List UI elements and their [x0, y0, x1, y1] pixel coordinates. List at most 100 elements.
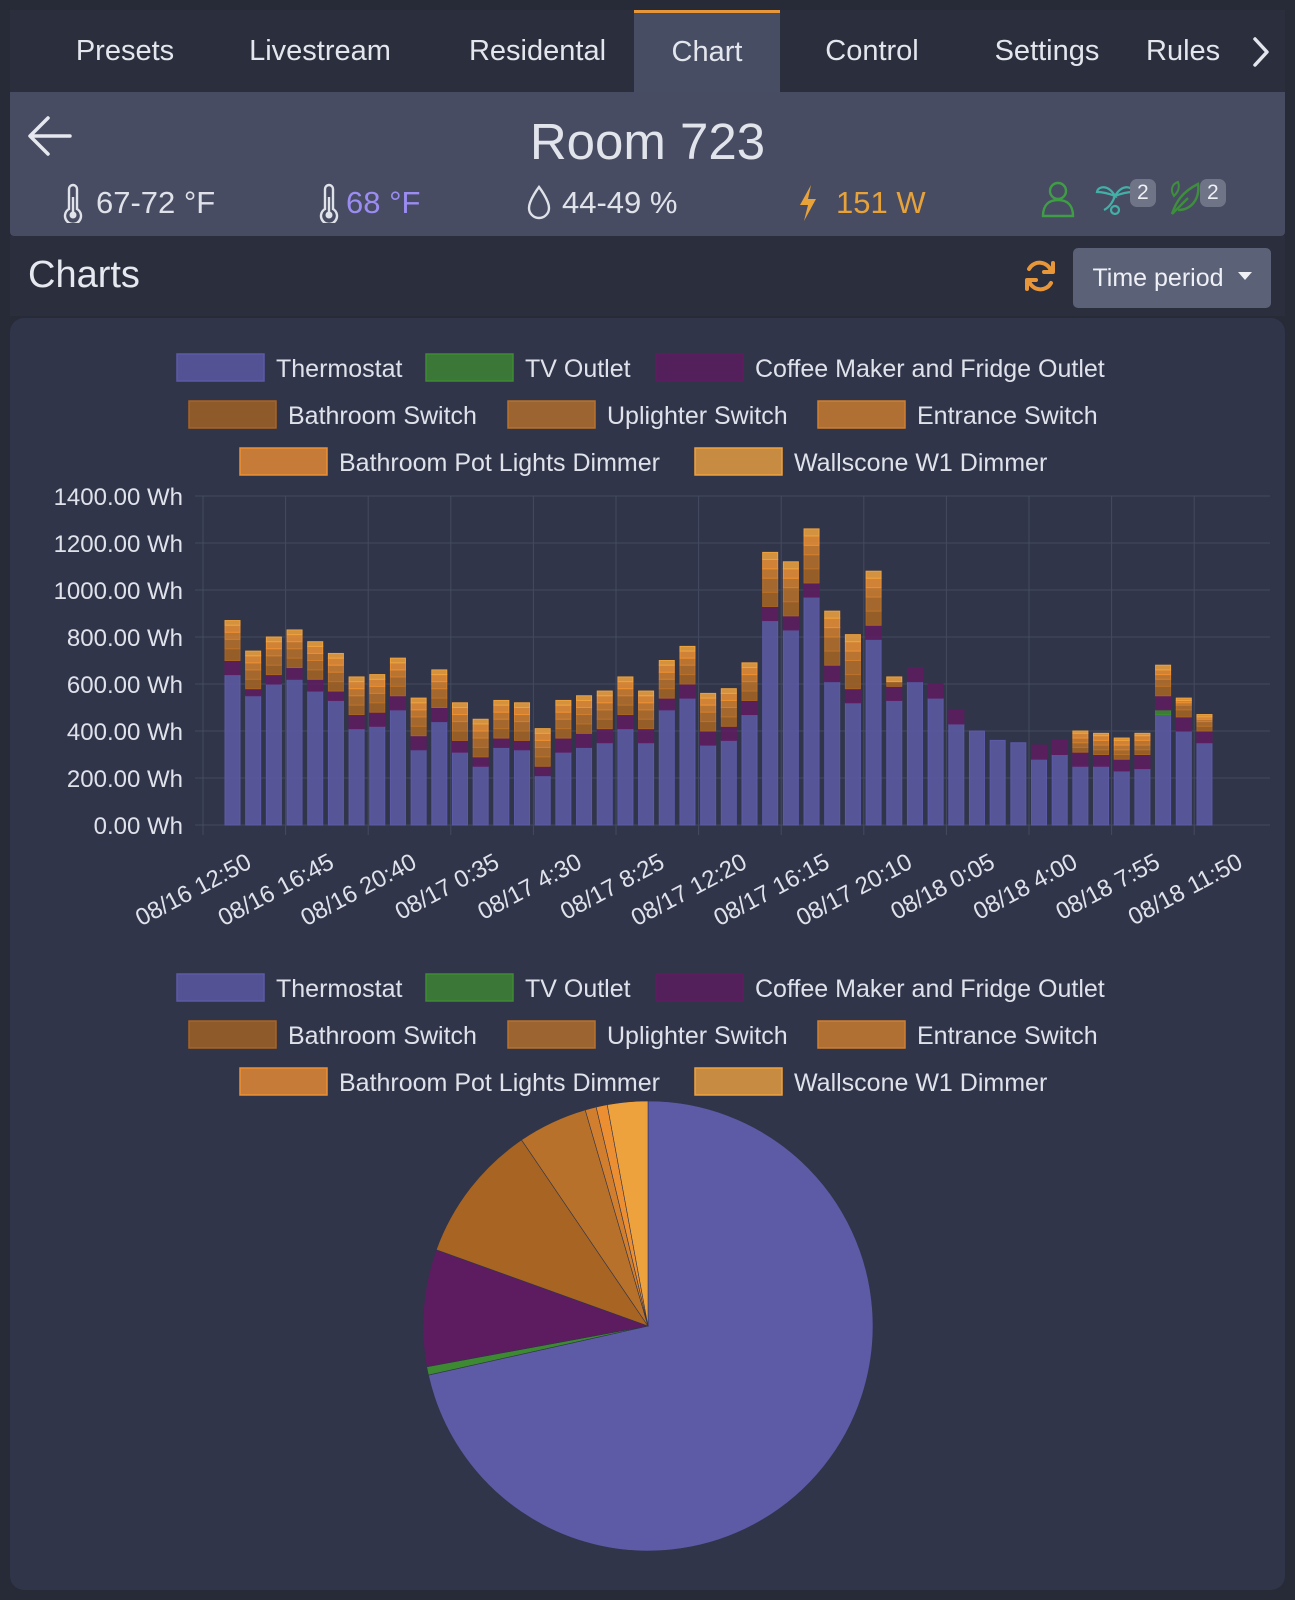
bar-segment[interactable]	[576, 714, 593, 725]
bar-segment[interactable]	[493, 711, 510, 720]
bar-segment[interactable]	[307, 669, 324, 680]
refresh-button[interactable]	[1020, 256, 1060, 296]
bar-segment[interactable]	[576, 695, 593, 701]
bar-segment[interactable]	[679, 674, 696, 685]
tab-control[interactable]: Control	[825, 35, 919, 67]
bar-segment[interactable]	[514, 749, 531, 826]
pie-legend-item[interactable]: Thermostat	[176, 973, 402, 1003]
bar-segment[interactable]	[927, 697, 944, 826]
bar-legend-item[interactable]: Entrance Switch	[817, 400, 1098, 430]
bar-segment[interactable]	[265, 683, 282, 826]
bar-segment[interactable]	[224, 620, 241, 626]
bar-segment[interactable]	[1072, 730, 1089, 734]
pie-slice[interactable]	[428, 1100, 874, 1552]
bar-segment[interactable]	[782, 601, 799, 617]
bar-segment[interactable]	[824, 617, 841, 629]
bar-segment[interactable]	[824, 610, 841, 619]
bar-segment[interactable]	[824, 681, 841, 826]
bar-segment[interactable]	[658, 660, 675, 666]
bar-segment[interactable]	[638, 690, 655, 697]
bar-segment[interactable]	[1155, 674, 1172, 680]
bar-segment[interactable]	[514, 707, 531, 716]
bar-segment[interactable]	[348, 688, 365, 697]
bar-segment[interactable]	[762, 620, 779, 826]
bar-segment[interactable]	[700, 711, 717, 723]
bar-segment[interactable]	[493, 704, 510, 713]
bar-segment[interactable]	[534, 775, 551, 826]
bar-segment[interactable]	[410, 735, 427, 751]
bar-segment[interactable]	[1134, 768, 1151, 826]
pie-legend-item[interactable]: Coffee Maker and Fridge Outlet	[655, 973, 1105, 1003]
bar-segment[interactable]	[844, 650, 861, 662]
bar-segment[interactable]	[327, 652, 344, 659]
bar-segment[interactable]	[886, 699, 903, 826]
bar-segment[interactable]	[389, 685, 406, 697]
bar-segment[interactable]	[245, 655, 262, 664]
bar-segment[interactable]	[720, 739, 737, 826]
bar-segment[interactable]	[865, 570, 882, 579]
pie-legend-item[interactable]: Bathroom Switch	[188, 1020, 477, 1050]
bar-segment[interactable]	[1093, 744, 1110, 751]
bar-segment[interactable]	[576, 699, 593, 709]
bar-segment[interactable]	[803, 596, 820, 826]
time-period-dropdown[interactable]: Time period	[1073, 248, 1271, 308]
bar-segment[interactable]	[865, 596, 882, 612]
bar-segment[interactable]	[472, 756, 489, 767]
bar-segment[interactable]	[327, 671, 344, 683]
bar-segment[interactable]	[1051, 754, 1068, 826]
bar-segment[interactable]	[1093, 749, 1110, 755]
tab-settings[interactable]: Settings	[994, 35, 1100, 67]
pie-slice[interactable]	[422, 1249, 650, 1368]
bar-segment[interactable]	[1155, 664, 1172, 671]
bar-segment[interactable]	[865, 577, 882, 589]
bar-segment[interactable]	[224, 660, 241, 676]
bar-segment[interactable]	[493, 699, 510, 706]
bar-segment[interactable]	[493, 728, 510, 739]
bar-segment[interactable]	[286, 657, 303, 669]
bar-segment[interactable]	[596, 728, 613, 744]
bar-segment[interactable]	[1134, 754, 1151, 770]
bar-segment[interactable]	[638, 709, 655, 720]
bar-segment[interactable]	[327, 681, 344, 692]
bar-segment[interactable]	[307, 645, 324, 654]
bar-segment[interactable]	[1196, 714, 1213, 718]
bar-segment[interactable]	[389, 669, 406, 678]
bar-segment[interactable]	[844, 674, 861, 690]
bar-segment[interactable]	[245, 688, 262, 697]
bar-legend-item[interactable]: Thermostat	[176, 353, 402, 383]
bar-segment[interactable]	[245, 678, 262, 690]
bar-segment[interactable]	[493, 737, 510, 748]
bar-segment[interactable]	[534, 756, 551, 767]
bar-segment[interactable]	[1093, 732, 1110, 737]
bar-segment[interactable]	[451, 730, 468, 741]
pie-legend-item[interactable]: Wallscone W1 Dimmer	[694, 1067, 1047, 1097]
bar-segment[interactable]	[514, 721, 531, 732]
bar-segment[interactable]	[1113, 749, 1130, 755]
bar-segment[interactable]	[410, 725, 427, 737]
bar-segment[interactable]	[803, 528, 820, 537]
bar-segment[interactable]	[720, 699, 737, 709]
bar-segment[interactable]	[844, 660, 861, 676]
bar-segment[interactable]	[451, 702, 468, 708]
bar-segment[interactable]	[307, 652, 324, 662]
bar-segment[interactable]	[844, 688, 861, 704]
bar-segment[interactable]	[720, 716, 737, 727]
bar-segment[interactable]	[1031, 744, 1048, 760]
bar-segment[interactable]	[534, 739, 551, 748]
tab-chart[interactable]: Chart	[634, 10, 780, 92]
bar-segment[interactable]	[307, 690, 324, 826]
bar-segment[interactable]	[534, 732, 551, 741]
bar-segment[interactable]	[472, 737, 489, 748]
bar-segment[interactable]	[1134, 732, 1151, 737]
bar-segment[interactable]	[658, 688, 675, 699]
pie-legend-item[interactable]: TV Outlet	[425, 973, 631, 1003]
bar-segment[interactable]	[389, 657, 406, 664]
bar-segment[interactable]	[906, 667, 923, 683]
bar-segment[interactable]	[514, 714, 531, 723]
bar-segment[interactable]	[803, 535, 820, 546]
bar-legend-item[interactable]: Bathroom Switch	[188, 400, 477, 430]
bar-segment[interactable]	[658, 678, 675, 690]
bar-segment[interactable]	[431, 669, 448, 676]
bar-segment[interactable]	[1155, 685, 1172, 697]
bar-segment[interactable]	[451, 739, 468, 753]
